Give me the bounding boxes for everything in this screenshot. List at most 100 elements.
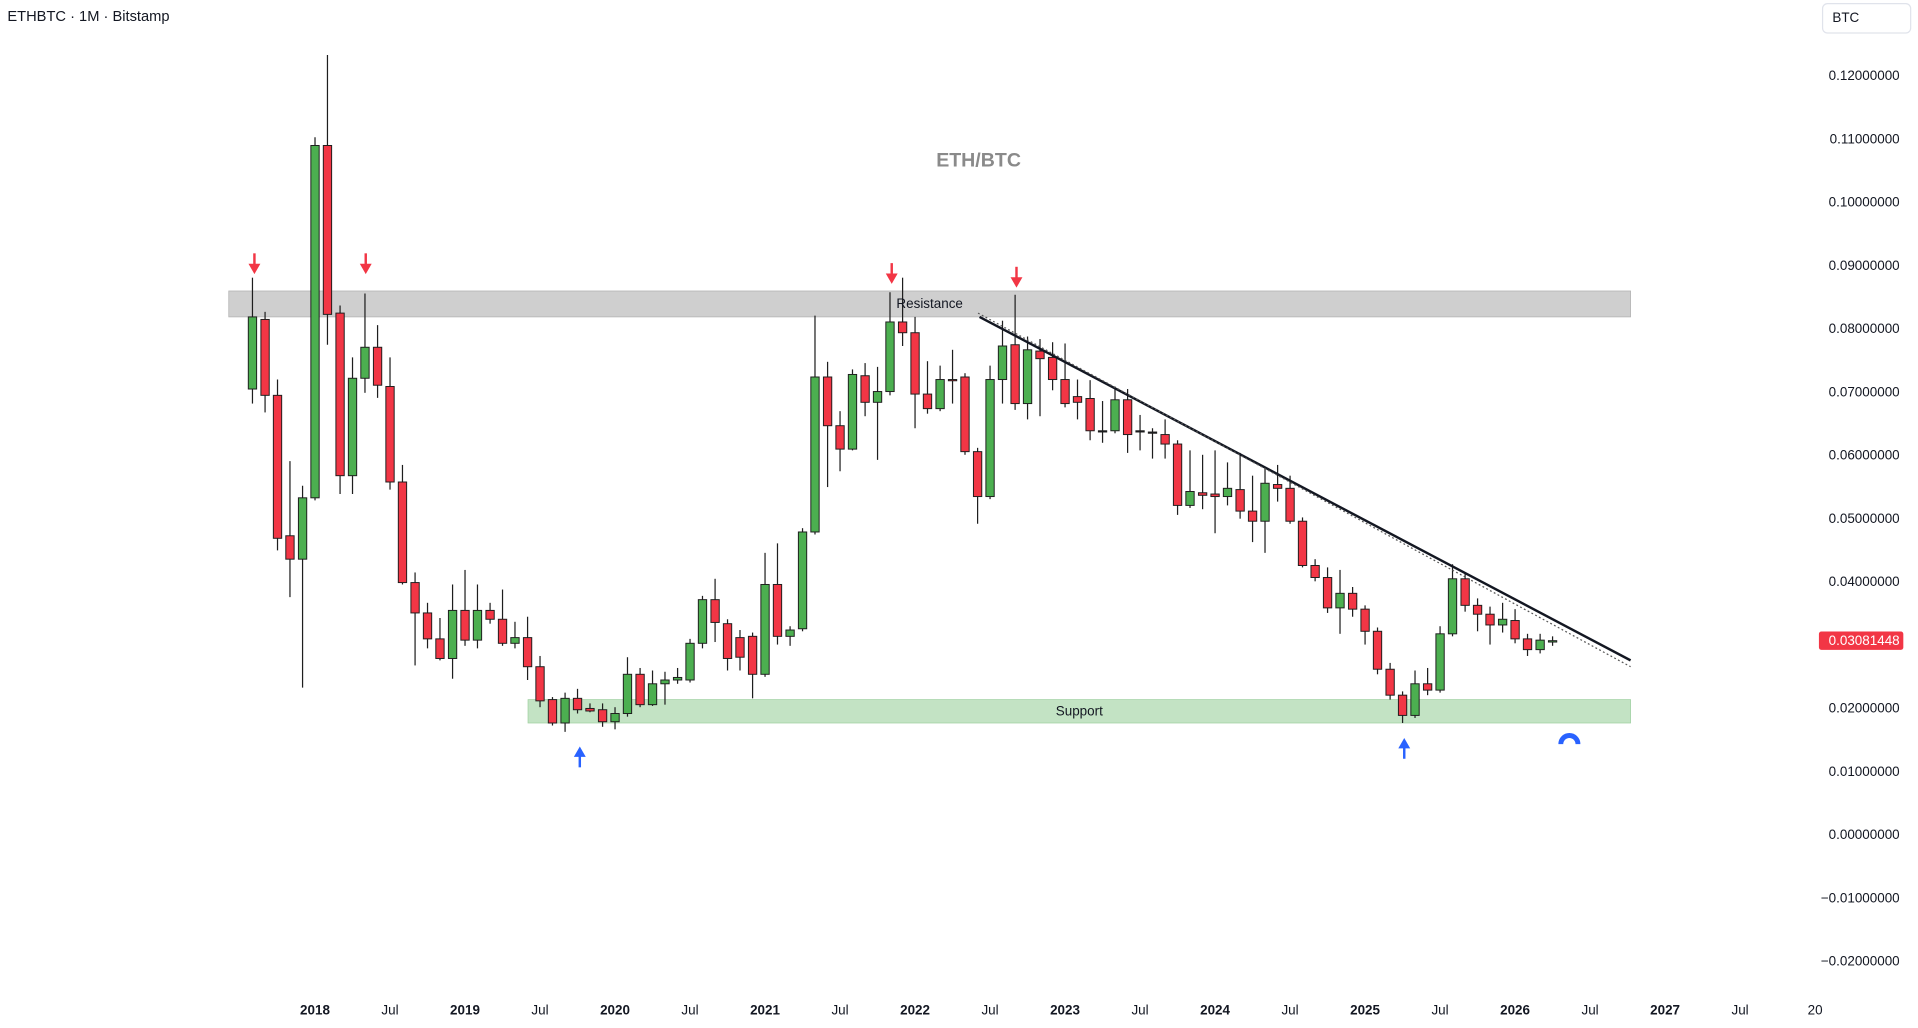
y-tick-label: 0.04000000 — [1829, 574, 1900, 589]
candle-body — [922, 393, 933, 410]
x-tick-label: 2019 — [450, 1002, 480, 1017]
candle-body — [997, 345, 1008, 381]
candle-body — [672, 676, 683, 681]
candle-body — [685, 642, 695, 681]
candle-body — [385, 385, 395, 483]
y-tick-label: 0.06000000 — [1829, 448, 1900, 463]
y-tick-label: 0.09000000 — [1829, 258, 1900, 273]
candle-body — [1422, 683, 1433, 691]
candle-body — [1347, 592, 1358, 610]
x-tick-label: Jul — [381, 1002, 398, 1017]
candle-body — [1397, 694, 1408, 716]
candle-body — [660, 679, 670, 685]
candle-body — [435, 638, 445, 659]
zone — [228, 290, 1631, 318]
candle-body — [772, 583, 783, 637]
candle-body — [410, 582, 420, 614]
candle-body — [1485, 613, 1495, 626]
candle-body — [560, 697, 570, 724]
up-arrow — [1398, 737, 1411, 759]
candle-body — [722, 623, 733, 659]
candle-body — [1285, 487, 1295, 522]
candle-body — [247, 316, 258, 390]
y-tick-label: 0.05000000 — [1829, 511, 1900, 526]
y-tick-label: −0.02000000 — [1821, 954, 1900, 969]
y-tick-label: −0.01000000 — [1821, 890, 1900, 905]
down-arrow — [359, 253, 372, 275]
candle-body — [647, 683, 658, 706]
x-tick-label: 2021 — [750, 1002, 780, 1017]
candle-body — [285, 535, 295, 560]
currency-button[interactable] — [1821, 3, 1912, 34]
y-tick-label: 0.00000000 — [1829, 827, 1900, 842]
candle-body — [347, 377, 358, 477]
x-tick-label: 2022 — [900, 1002, 930, 1017]
x-tick-label: 2025 — [1350, 1002, 1380, 1017]
x-tick-label: Jul — [1431, 1002, 1448, 1017]
candle-body — [497, 618, 508, 644]
magnet-icon — [1558, 733, 1581, 745]
candle-body — [1385, 668, 1395, 696]
x-tick-label: 2018 — [300, 1002, 330, 1017]
candle-body — [535, 666, 545, 702]
currency-label[interactable]: BTC — [1832, 10, 1859, 25]
y-tick-label: 0.07000000 — [1829, 384, 1900, 399]
candle-body — [1197, 492, 1208, 496]
candle-body — [1010, 344, 1020, 405]
arrows — [248, 253, 1581, 768]
candle-body — [1372, 630, 1383, 670]
candle-body — [1310, 565, 1320, 579]
candle-body — [422, 612, 433, 640]
x-tick-label: Jul — [981, 1002, 998, 1017]
candle-body — [322, 144, 333, 315]
candle-body — [1210, 493, 1220, 498]
candle-body — [822, 376, 833, 427]
candle-body — [1147, 431, 1158, 434]
x-tick-label: 2026 — [1500, 1002, 1530, 1017]
candle-body — [1460, 578, 1470, 606]
y-tick-label: 0.02000000 — [1829, 701, 1900, 716]
candle-body — [710, 599, 720, 623]
candle-body — [1085, 398, 1095, 432]
candle-body — [272, 394, 283, 539]
candle-body — [335, 312, 345, 477]
candle-body — [1110, 399, 1120, 432]
x-tick-label: 20 — [1808, 1002, 1823, 1017]
candle-body — [460, 609, 470, 641]
candle-body — [1135, 430, 1145, 433]
candle-body — [960, 376, 970, 453]
candle-body — [1035, 350, 1045, 360]
candle-body — [1235, 489, 1245, 512]
x-tick-label: Jul — [681, 1002, 698, 1017]
down-arrow — [248, 253, 261, 275]
candle-body — [310, 144, 320, 499]
candle-body — [1272, 484, 1283, 489]
candle-body — [1160, 434, 1170, 445]
candle-body — [1260, 482, 1270, 522]
candle-body — [847, 373, 858, 450]
y-tick-label: 0.01000000 — [1829, 764, 1900, 779]
candle-body — [1547, 640, 1558, 643]
candle-body — [797, 531, 808, 630]
chart-note: ETH/BTC — [936, 150, 1021, 172]
candle-body — [910, 332, 920, 395]
x-tick-label: Jul — [1581, 1002, 1598, 1017]
candle-body — [485, 609, 495, 620]
candle-body — [1335, 592, 1345, 609]
candle-body — [1472, 604, 1483, 615]
candle-body — [947, 379, 958, 382]
trendline — [978, 315, 1632, 662]
candle-body — [1535, 639, 1545, 651]
candle-body — [1410, 683, 1420, 716]
candle-body — [547, 699, 558, 724]
x-tick-label: 2020 — [600, 1002, 630, 1017]
y-tick-label: 0.08000000 — [1829, 321, 1900, 336]
candle-body — [1497, 618, 1508, 626]
last-price-box — [1818, 631, 1904, 650]
down-arrow — [1010, 266, 1023, 288]
candle-body — [897, 321, 908, 334]
x-tick-label: Jul — [531, 1002, 548, 1017]
candle-body — [1522, 638, 1533, 651]
candle-body — [835, 425, 845, 450]
